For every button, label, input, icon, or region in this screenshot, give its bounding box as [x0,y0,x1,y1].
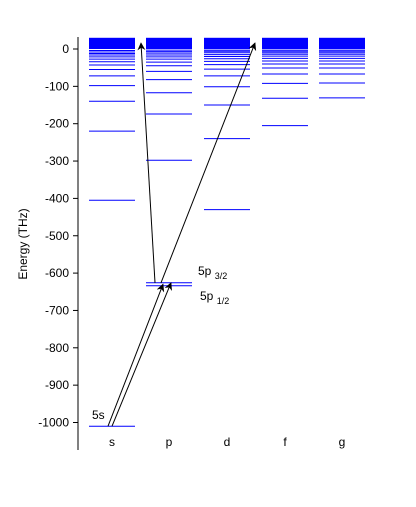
continuum-band-p [146,37,192,49]
x-category-label: d [224,435,231,449]
y-tick-label: -100 [45,79,69,93]
x-category-label: s [109,435,115,449]
y-tick-label: -700 [45,303,69,317]
y-axis-title: Energy (THz) [16,208,30,279]
transition-arrow [160,42,257,283]
transition-arrow [107,283,165,427]
y-tick-label: -400 [45,191,69,205]
arrows-layer [107,42,257,427]
annotation-5p12-main: 5p [200,289,214,303]
continuum-band-g [319,37,365,49]
y-tick-label: -500 [45,229,69,243]
annotation-5s-main: 5s [92,408,105,422]
y-tick-label: -300 [45,154,69,168]
continuum-band-d [204,37,250,49]
annotation-5p32-sub: 3/2 [215,271,228,281]
continuum-band-s [89,37,135,49]
y-ticks: 0 -100 -200 -300 -400 -500 -600 -700 -800 -900 -10… [38,42,78,430]
y-tick-label: -200 [45,117,69,131]
x-category-label: g [339,435,346,449]
continuum-band-f [262,37,308,49]
annotation-5p32: 5p 3/2 [198,264,227,281]
x-category-label: f [283,435,287,449]
annotation-5p32-main: 5p [198,264,212,278]
y-tick-label: 0 [62,42,69,56]
y-tick-label: -600 [45,266,69,280]
annotation-5p12-sub: 1/2 [217,296,230,306]
annotation-5p12: 5p 1/2 [200,289,229,306]
levels-layer [89,37,365,427]
transition-arrow [137,42,156,283]
y-tick-label: -1000 [38,416,69,430]
y-tick-label: -900 [45,378,69,392]
x-category-label: p [166,435,173,449]
annotation-5s: 5s [92,408,105,422]
y-tick-label: -800 [45,341,69,355]
transition-arrow [111,282,172,427]
